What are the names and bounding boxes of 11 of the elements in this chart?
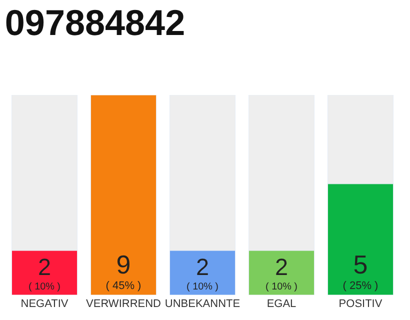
x-tick-label: UNBEKANNTE <box>164 298 240 310</box>
data-label: 2 ( 10% ) <box>28 254 60 292</box>
x-tick-label: VERWIRREND <box>86 298 162 310</box>
chart-title: 097884842 <box>4 2 186 43</box>
x-tick-label: POSITIV <box>338 298 383 310</box>
data-label: 5 ( 25% ) <box>342 249 378 292</box>
x-tick-label: NEGATIV <box>20 298 69 310</box>
data-label: 2 ( 10% ) <box>266 254 298 292</box>
data-label: 9 ( 45% ) <box>106 249 142 292</box>
data-label: 2 ( 10% ) <box>186 254 218 292</box>
x-tick-label: EGAL <box>266 298 296 310</box>
